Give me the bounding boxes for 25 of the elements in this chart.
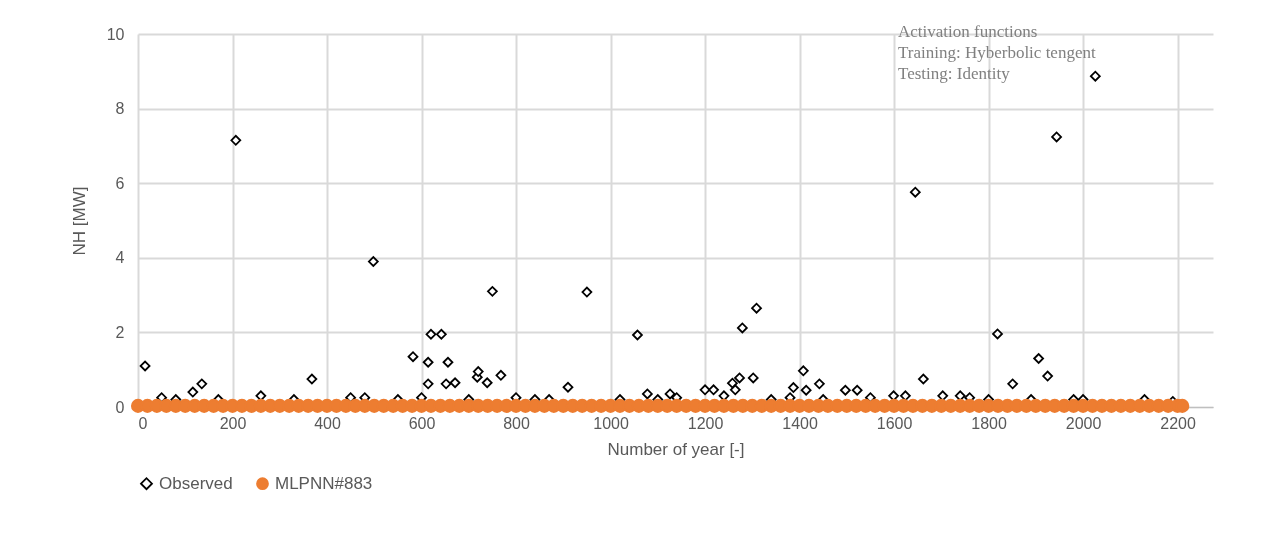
y-tick-label: 8 (115, 100, 125, 118)
y-tick-label: 0 (115, 398, 125, 416)
x-tick-label: 1800 (971, 414, 1007, 432)
y-tick-label: 2 (115, 323, 125, 341)
x-axis-title: Number of year [-] (607, 439, 745, 459)
annotation: Activation functions (898, 22, 1038, 41)
y-tick-label: 10 (106, 25, 125, 43)
x-tick-label: 2200 (1160, 414, 1196, 432)
x-tick-label: 2000 (1065, 414, 1102, 432)
x-tick-label: 1200 (687, 414, 724, 432)
x-tick-label: 1600 (876, 414, 913, 432)
x-tick-label: 1400 (782, 414, 818, 432)
annotation: Testing: Identity (898, 64, 1011, 83)
y-tick-label: 4 (115, 249, 125, 267)
y-tick-label: 6 (115, 174, 125, 192)
x-tick-label: 400 (314, 414, 341, 432)
legend-label: MLPNN#883 (275, 473, 373, 493)
legend-label: Observed (159, 473, 233, 493)
x-tick-label: 200 (219, 414, 247, 432)
x-tick-label: 600 (408, 414, 436, 432)
x-tick-label: 1000 (593, 414, 629, 432)
x-tick-label: 0 (138, 414, 148, 432)
x-tick-label: 800 (503, 414, 530, 432)
y-axis-title: NH [MW] (69, 186, 89, 256)
annotation: Training: Hyberbolic tengent (898, 43, 1096, 62)
